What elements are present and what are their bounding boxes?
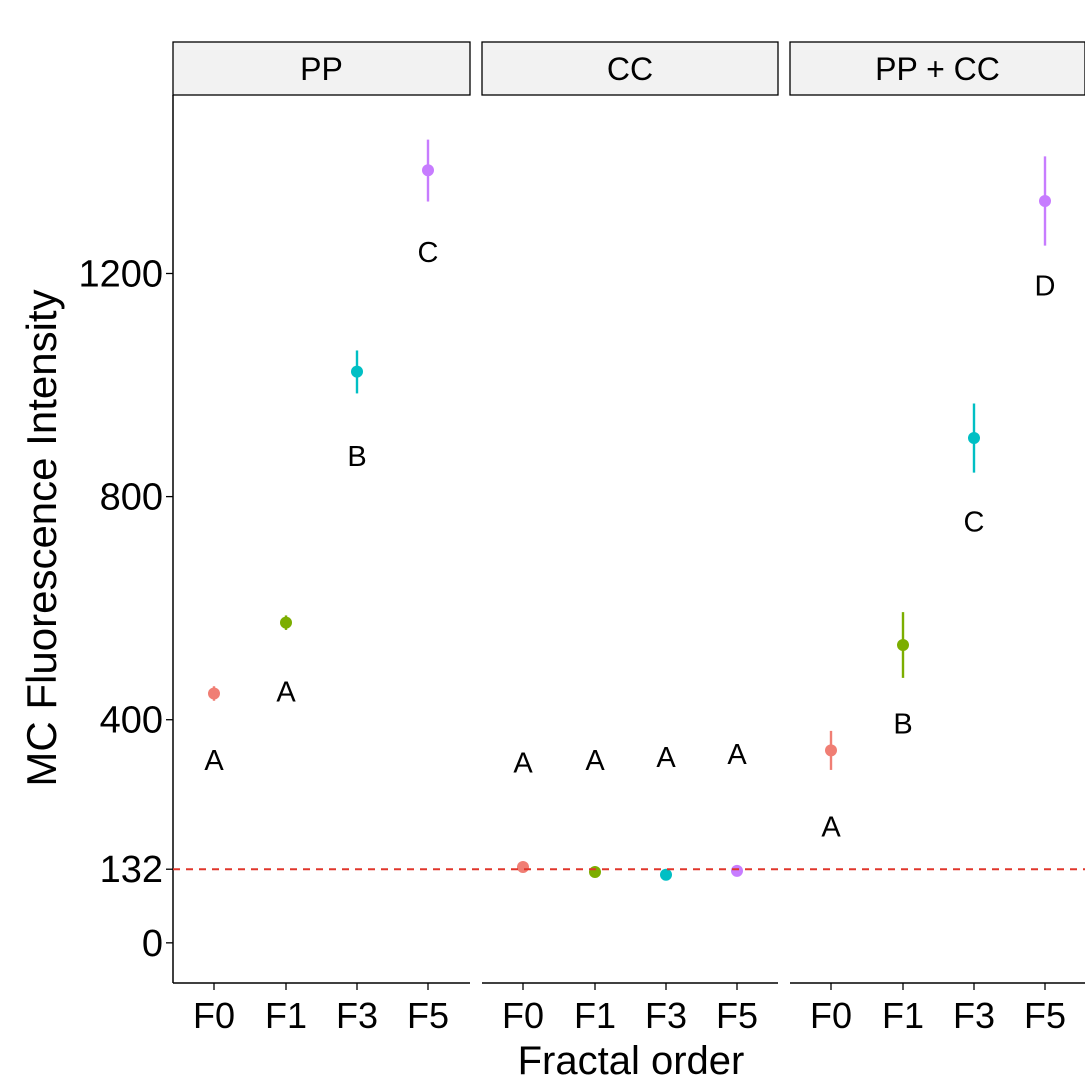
facet-strip-label: PP + CC: [875, 51, 1000, 87]
y-tick-label: 800: [100, 477, 163, 519]
x-tick-label: F5: [407, 995, 449, 1036]
x-axis-title: Fractal order: [518, 1039, 745, 1078]
significance-letter: A: [656, 742, 676, 774]
data-point: [825, 744, 837, 757]
x-tick-label: F0: [502, 995, 544, 1036]
y-axis: 0 132 400 800 1200: [78, 95, 174, 983]
y-axis-title: MC Fluorescence Intensity: [18, 289, 65, 786]
facet-strip-label: PP: [300, 51, 343, 87]
data-point: [422, 164, 434, 177]
significance-letter: A: [585, 745, 605, 777]
x-tick-label: F0: [193, 995, 235, 1036]
x-tick-label: F3: [645, 995, 687, 1036]
y-tick-label: 132: [100, 849, 163, 891]
y-tick-label: 400: [100, 700, 163, 742]
data-point: [208, 687, 220, 700]
significance-letter: A: [513, 748, 533, 780]
significance-letter: B: [893, 709, 912, 741]
x-tick-label: F1: [882, 995, 924, 1036]
facet-panel-1: PP F0 F1 F3 F5 A A B C: [172, 41, 471, 1036]
data-point: [1039, 194, 1051, 207]
facet-strip-label: CC: [607, 51, 653, 87]
significance-letter: C: [418, 237, 439, 269]
data-point: [351, 365, 363, 378]
x-tick-label: F3: [336, 995, 378, 1036]
x-tick-label: F1: [265, 995, 307, 1036]
x-tick-label: F3: [953, 995, 995, 1036]
data-point: [517, 860, 529, 873]
x-tick-label: F5: [1024, 995, 1066, 1036]
significance-letter: B: [347, 441, 366, 473]
data-point: [731, 864, 743, 877]
significance-letter: A: [204, 745, 224, 777]
data-point: [968, 432, 980, 445]
data-point: [280, 616, 292, 629]
significance-letter: A: [727, 739, 747, 771]
facet-strip: [481, 41, 779, 96]
significance-letter: D: [1035, 271, 1056, 303]
data-point: [589, 866, 601, 878]
facet-panel-2: CC F0 F1 F3 F5 A A A A: [481, 41, 779, 1036]
significance-letter: A: [276, 677, 296, 709]
x-tick-label: F1: [574, 995, 616, 1036]
data-point: [897, 638, 909, 651]
significance-letter: A: [821, 812, 841, 844]
facet-panel-3: PP + CC F0 F1 F3 F5 A B C D: [789, 41, 1085, 1036]
facet-strip: [789, 41, 1085, 96]
y-tick-label: 1200: [78, 253, 163, 295]
significance-letter: C: [964, 507, 985, 539]
data-point: [660, 868, 672, 881]
x-tick-label: F5: [716, 995, 758, 1036]
y-tick-label: 0: [142, 923, 163, 965]
facet-strip: [172, 41, 471, 96]
x-tick-label: F0: [810, 995, 852, 1036]
